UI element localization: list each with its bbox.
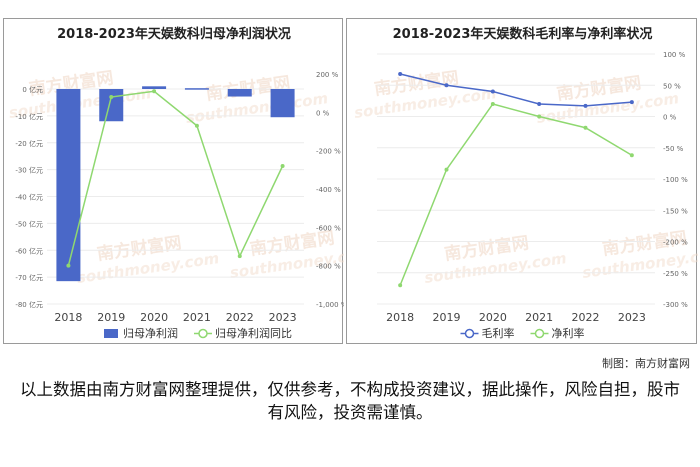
y-tick-label: 100 % (663, 51, 686, 59)
chart-title: 2018-2023年天娱数科毛利率与净利率状况 (393, 26, 653, 42)
line-point (444, 167, 449, 172)
bar (99, 89, 124, 122)
line-point (490, 102, 495, 106)
y-tick-label: -300 % (663, 301, 688, 309)
y-tick-label: 0 % (663, 114, 677, 122)
line-point (490, 89, 495, 94)
line-point (398, 283, 403, 288)
bar (227, 89, 252, 97)
disclaimer-text: 以上数据由南方财富网整理提供，仅供参考，不构成投资建议，据此操作，风险自担，股市… (20, 380, 680, 422)
x-tick-label: 2020 (140, 311, 168, 324)
line-point (66, 263, 71, 268)
y2-tick-label: -800 % (316, 263, 341, 271)
x-tick-label: 2019 (97, 311, 125, 324)
series-line (67, 90, 284, 266)
legend-swatch-marker (198, 328, 208, 339)
line-point (280, 164, 285, 168)
y-tick-label: -100 % (663, 176, 688, 184)
x-tick-label: 2020 (479, 311, 507, 324)
y-tick-label: -10 亿元 (15, 112, 43, 121)
bar (184, 88, 209, 90)
y-tick-label: -250 % (663, 270, 688, 278)
line-point (152, 89, 157, 94)
x-tick-label: 2021 (525, 311, 553, 324)
line-point (398, 72, 403, 76)
chart-title: 2018-2023年天娱数科归母净利润状况 (57, 26, 291, 42)
y-tick-label: 50 % (663, 82, 681, 90)
y2-tick-label: -1,000 % (316, 301, 344, 309)
x-tick-label: 2018 (54, 311, 82, 324)
line-point (109, 95, 114, 99)
line-point (194, 123, 199, 128)
line-point (629, 153, 634, 158)
y-tick-label: -20 亿元 (15, 139, 43, 148)
line-point (583, 103, 588, 108)
bar (56, 89, 81, 282)
y-tick-label: -40 亿元 (15, 193, 43, 202)
line-point (537, 114, 542, 119)
y-tick-label: -50 亿元 (15, 219, 43, 228)
y2-tick-label: 200 % (316, 71, 339, 79)
line-point (629, 100, 634, 105)
line-point (444, 83, 449, 88)
bar (142, 86, 167, 89)
x-tick-label: 2022 (226, 311, 254, 324)
line-point (237, 254, 242, 259)
y-tick-label: -50 % (663, 145, 684, 153)
x-tick-label: 2019 (433, 311, 461, 324)
y-tick-label: -150 % (663, 207, 688, 215)
legend-swatch-bar (104, 329, 118, 338)
legend-label: 归母净利润 (123, 326, 178, 340)
line-point (583, 125, 588, 130)
y2-tick-label: -200 % (316, 148, 341, 156)
y2-tick-label: -600 % (316, 224, 341, 232)
x-tick-label: 2018 (386, 311, 414, 324)
series-line (399, 103, 633, 286)
net-profit-chart: 南方财富网southmoney.com南方财富网southmoney.com南方… (8, 26, 344, 340)
legend-label: 净利率 (552, 326, 585, 340)
y-tick-label: 0 亿元 (22, 85, 43, 94)
legend-label: 归母净利润同比 (215, 326, 292, 340)
chart-panel-net-profit: 南方财富网 southmoney.com 南方财富网 southmoney.com 南方… (3, 18, 344, 344)
legend-swatch-marker (534, 328, 545, 339)
line-point (537, 102, 542, 106)
legend-swatch-marker (464, 328, 475, 339)
y-tick-label: -80 亿元 (15, 300, 43, 309)
y-tick-label: -60 亿元 (15, 246, 43, 255)
y2-tick-label: -400 % (316, 186, 341, 194)
x-tick-label: 2023 (269, 311, 297, 324)
legend-label: 毛利率 (482, 326, 515, 340)
chart-panel-margins: 南方财富网 southmoney.com 南方财富网 southmoney.com 南方… (346, 18, 698, 344)
y-tick-label: -70 亿元 (15, 273, 43, 282)
y2-tick-label: 0 % (316, 109, 330, 117)
series-line (399, 73, 632, 107)
chart-credit: 制图：南方财富网 (602, 357, 690, 370)
x-tick-label: 2023 (618, 311, 646, 324)
y-tick-label: -30 亿元 (15, 166, 43, 175)
x-tick-label: 2022 (572, 311, 600, 324)
bar (270, 89, 295, 118)
y-tick-label: -200 % (663, 239, 688, 247)
x-tick-label: 2021 (183, 311, 211, 324)
